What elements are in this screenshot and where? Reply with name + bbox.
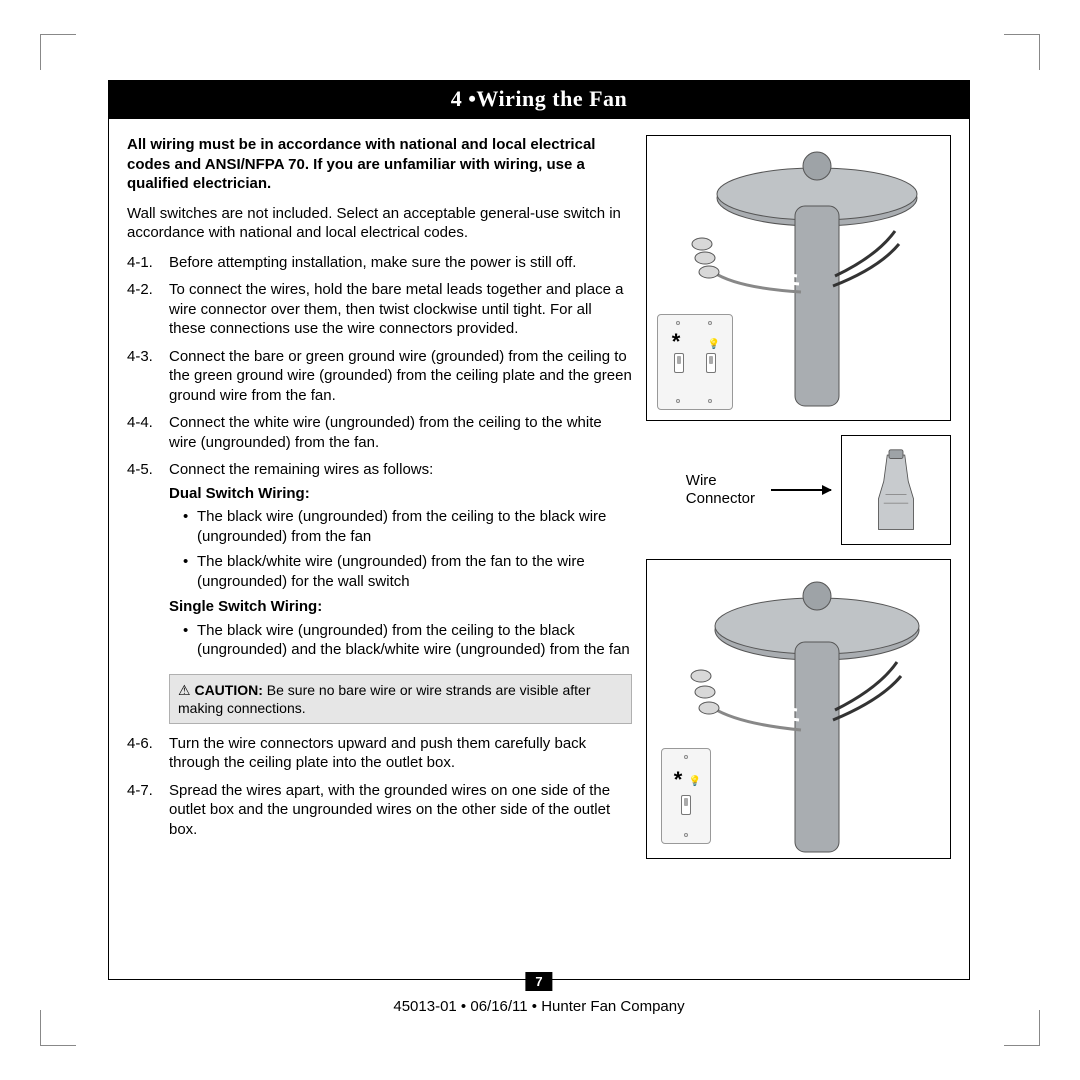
footer-text: 45013-01 • 06/16/11 • Hunter Fan Company	[108, 998, 970, 1015]
step-text: Turn the wire connectors upward and push…	[169, 734, 632, 773]
step-list-2: 4-6.Turn the wire connectors upward and …	[127, 734, 632, 840]
step-num: 4-6.	[127, 734, 161, 773]
step-4-4: 4-4.Connect the white wire (ungrounded) …	[127, 413, 632, 452]
arrow-icon	[771, 489, 831, 491]
content-area: All wiring must be in accordance with na…	[109, 119, 969, 883]
caution-box: ⚠ CAUTION: Be sure no bare wire or wire …	[169, 674, 632, 724]
step-num: 4-4.	[127, 413, 161, 452]
wire-connector-callout: Wire Connector	[686, 435, 951, 545]
bullet: The black/white wire (ungrounded) from t…	[183, 552, 632, 591]
bullet: The black wire (ungrounded) from the cei…	[183, 621, 632, 660]
step-text: Spread the wires apart, with the grounde…	[169, 781, 632, 840]
single-bullets: The black wire (ungrounded) from the cei…	[183, 621, 632, 660]
connector-label: Wire Connector	[686, 472, 755, 508]
step-num: 4-5.	[127, 460, 161, 666]
step-text: Before attempting installation, make sur…	[169, 253, 632, 273]
step-num: 4-7.	[127, 781, 161, 840]
crop-mark-br	[1004, 1010, 1040, 1046]
intro-note: Wall switches are not included. Select a…	[127, 204, 632, 243]
step-4-7: 4-7.Spread the wires apart, with the gro…	[127, 781, 632, 840]
text-column: All wiring must be in accordance with na…	[127, 135, 632, 873]
step-4-1: 4-1. Before attempting installation, make…	[127, 253, 632, 273]
bullet: The black wire (ungrounded) from the cei…	[183, 507, 632, 546]
crop-mark-tl	[40, 34, 76, 70]
step-4-3: 4-3.Connect the bare or green ground wir…	[127, 347, 632, 406]
crop-mark-bl	[40, 1010, 76, 1046]
step-text: To connect the wires, hold the bare meta…	[169, 280, 632, 339]
caution-title: CAUTION:	[194, 682, 262, 698]
step-text: Connect the bare or green ground wire (g…	[169, 347, 632, 406]
step-text: Connect the white wire (ungrounded) from…	[169, 413, 632, 452]
step-num: 4-2.	[127, 280, 161, 339]
single-switch-heading: Single Switch Wiring:	[169, 597, 632, 617]
page-number-badge: 7	[525, 972, 552, 991]
step-text-block: Connect the remaining wires as follows: …	[169, 460, 632, 666]
warning-icon: ⚠	[178, 682, 191, 698]
wire-connector-icon	[861, 445, 931, 535]
connector-figure	[841, 435, 951, 545]
asterisk-icon: *	[674, 767, 683, 793]
crop-mark-tr	[1004, 34, 1040, 70]
dual-bullets: The black wire (ungrounded) from the cei…	[183, 507, 632, 591]
dual-switch-heading: Dual Switch Wiring:	[169, 484, 632, 504]
step-num: 4-3.	[127, 347, 161, 406]
page-frame: 4 •Wiring the Fan All wiring must be in …	[108, 80, 970, 980]
step-4-5: 4-5. Connect the remaining wires as foll…	[127, 460, 632, 666]
step-num: 4-1.	[127, 253, 161, 273]
intro-warning: All wiring must be in accordance with na…	[127, 135, 632, 194]
asterisk-icon: *	[672, 329, 681, 355]
figure-dual-switch: 💡 *	[646, 135, 951, 421]
step-text: Connect the remaining wires as follows:	[169, 460, 632, 480]
dual-wall-plate: 💡 *	[657, 314, 733, 410]
figure-single-switch: 💡 *	[646, 559, 951, 859]
step-4-2: 4-2.To connect the wires, hold the bare …	[127, 280, 632, 339]
section-title: 4 •Wiring the Fan	[109, 81, 969, 119]
single-wall-plate: 💡 *	[661, 748, 711, 844]
step-4-6: 4-6.Turn the wire connectors upward and …	[127, 734, 632, 773]
step-list: 4-1. Before attempting installation, make…	[127, 253, 632, 666]
figure-column: 💡 * Wire Connector	[646, 135, 951, 873]
